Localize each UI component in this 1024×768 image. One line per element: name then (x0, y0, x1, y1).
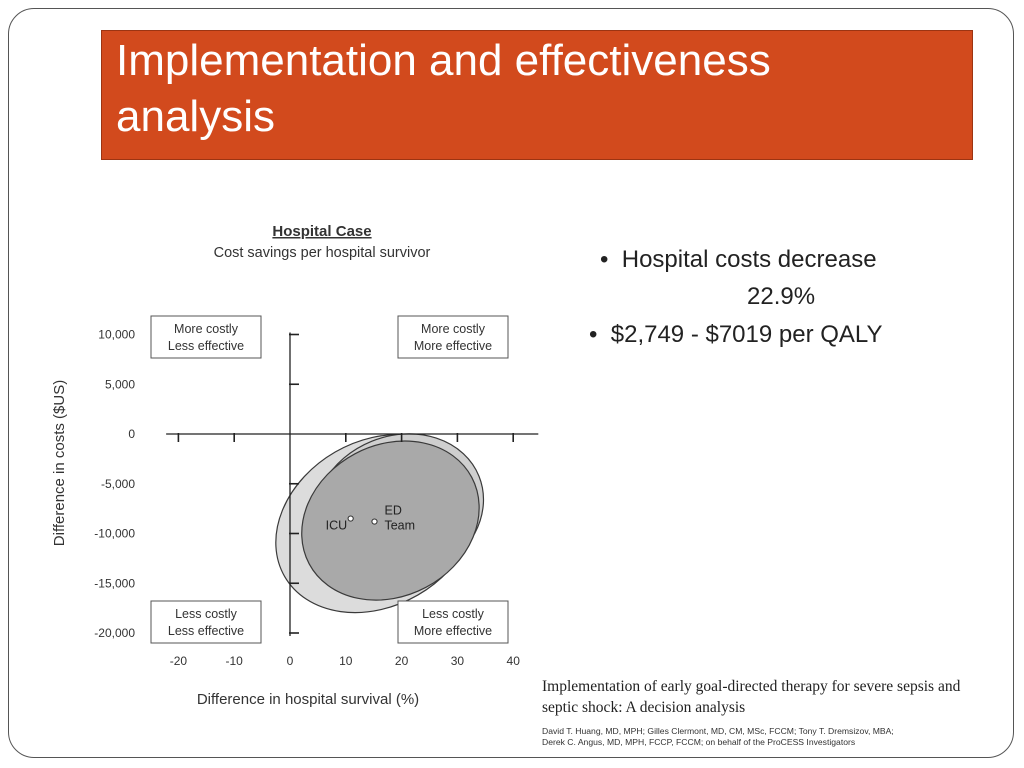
quadrant-box-1 (150, 315, 262, 359)
axes-layer (166, 332, 539, 636)
quadrant-label-2-line1: More costly (421, 322, 486, 336)
slide-title: Implementation and effectiveness analysi… (116, 33, 966, 145)
bullet-2-text: $2,749 - $7019 per QALY (610, 321, 883, 348)
point-label-ed-team-line1: ED (384, 504, 401, 518)
quadrant-label-3-line1: Less costly (175, 607, 238, 621)
citation-authors: David T. Huang, MD, MPH; Gilles Clermont… (542, 726, 982, 748)
citation: Implementation of early goal-directed th… (542, 676, 982, 748)
x-tick-label-1: -10 (226, 654, 244, 668)
bullet-2-marker: • (589, 321, 598, 348)
quadrant-label-layer: More costly Less effective More costly More… (150, 315, 509, 644)
chart-subtitle: Cost savings per hospital survivor (214, 245, 431, 261)
citation-authors-line2: Derek C. Angus, MD, MPH, FCCP, FCCM; on … (542, 737, 856, 747)
citation-title: Implementation of early goal-directed th… (542, 676, 982, 718)
citation-title-line2: septic shock: A decision analysis (542, 699, 746, 716)
point-label-icu: ICU (326, 519, 348, 533)
bullet-1: • Hospital costs decrease (600, 246, 877, 274)
quadrant-label-1-line1: More costly (174, 322, 239, 336)
point-icu (347, 515, 354, 522)
chart-title: Hospital Case (272, 223, 371, 240)
chart-text-layer: -20 -10 0 10 20 30 40 10,000 5,000 0 -5,000 -10,000… (51, 223, 520, 708)
y-tick-label-5: -15,000 (94, 576, 135, 590)
y-tick-label-6: -20,000 (94, 626, 135, 640)
x-tick-label-3: 10 (339, 654, 353, 668)
x-tick-label-4: 20 (395, 654, 409, 668)
slide-title-line2: analysis (116, 92, 275, 141)
y-axis-label: Difference in costs ($US) (51, 380, 68, 546)
y-tick-label-0: 10,000 (98, 328, 135, 342)
quadrant-box-3 (150, 600, 262, 644)
citation-title-line1: Implementation of early goal-directed th… (542, 678, 961, 695)
bullet-1-continuation: 22.9% (747, 283, 816, 310)
y-tick-label-2: 0 (128, 427, 135, 441)
point-ed-team (371, 518, 378, 525)
citation-authors-line1: David T. Huang, MD, MPH; Gilles Clermont… (542, 726, 894, 736)
x-tick-label-5: 30 (451, 654, 465, 668)
x-tick-label-6: 40 (507, 654, 521, 668)
x-axis-label: Difference in hospital survival (%) (197, 691, 419, 708)
cost-effectiveness-chart: More costly Less effective More costly More… (51, 223, 539, 708)
slide-title-line1: Implementation and effectiveness (116, 36, 771, 85)
quadrant-label-3-line2: Less effective (168, 624, 244, 638)
confidence-ellipse-3 (301, 440, 480, 601)
bullet-2: • $2,749 - $7019 per QALY (589, 321, 883, 349)
quadrant-box-4 (397, 600, 509, 644)
quadrant-label-1-line2: Less effective (168, 339, 244, 353)
quadrant-label-4-line1: Less costly (422, 607, 485, 621)
y-tick-label-3: -5,000 (101, 477, 135, 491)
point-label-ed-team-line2: Team (384, 519, 415, 533)
x-tick-label-2: 0 (287, 654, 294, 668)
y-tick-label-4: -10,000 (94, 527, 135, 541)
bullet-1-text: Hospital costs decrease (621, 246, 877, 273)
quadrant-label-4-line2: More effective (414, 624, 492, 638)
title-box: Implementation and effectiveness analysi… (101, 30, 973, 160)
x-tick-label-0: -20 (170, 654, 188, 668)
bullet-1-marker: • (600, 246, 609, 273)
y-tick-label-1: 5,000 (105, 377, 135, 391)
quadrant-box-2 (397, 315, 509, 359)
quadrant-label-2-line2: More effective (414, 339, 492, 353)
